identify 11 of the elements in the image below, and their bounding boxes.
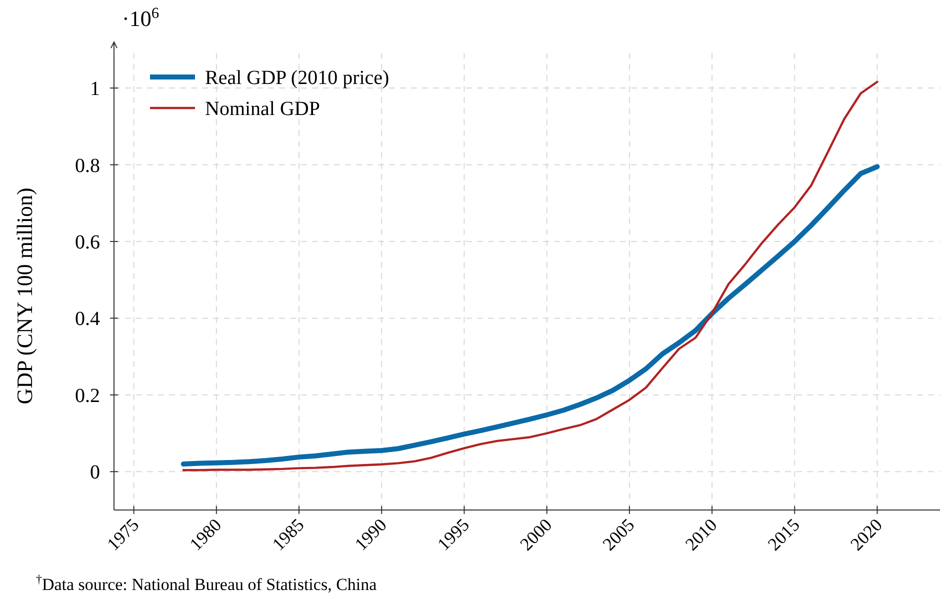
y-tick-label: 1 [90,78,100,100]
legend-label: Real GDP (2010 price) [205,67,390,89]
text: ·10$^{6}$ [122,4,160,31]
text: $^{†}$Data source: National Bureau of Statistics, China [36,572,378,594]
y-axis-title: GDP (CNY 100 million) [12,188,37,404]
y-tick-label: 0.6 [75,231,100,254]
y-tick-label: 0.4 [75,308,100,330]
y-tick-label: 0.2 [75,384,100,407]
legend-label: Nominal GDP [205,98,320,120]
y-tick-label: 0 [90,462,100,484]
y-tick-label: 0.8 [75,154,100,177]
